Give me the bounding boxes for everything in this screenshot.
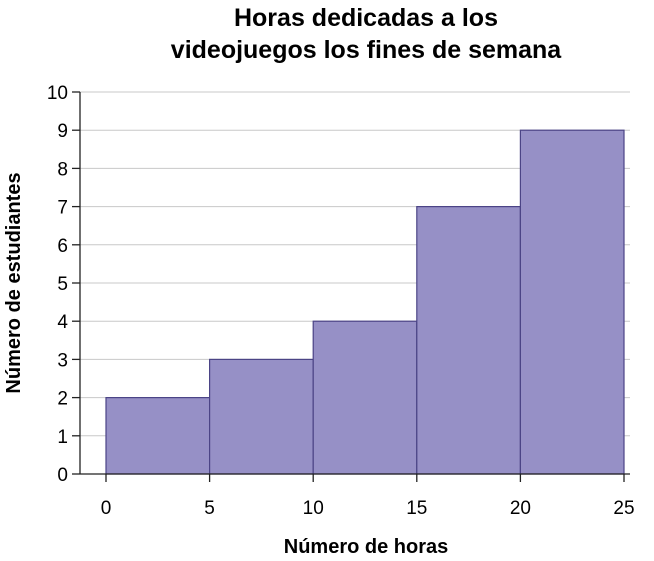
y-tick-label: 6: [57, 236, 68, 257]
histogram-bar: [209, 358, 314, 475]
x-axis-ticks: 0 5 10 15 20 25: [101, 474, 635, 519]
histogram-bars: [105, 129, 625, 475]
x-axis-title: Número de horas: [284, 536, 448, 558]
histogram-bar: [519, 129, 625, 475]
histogram-bar: [416, 206, 521, 475]
y-tick-label: 5: [57, 274, 68, 295]
y-tick-label: 9: [57, 121, 68, 142]
chart-title: Horas dedicadas a los videojuegos los fi…: [171, 4, 563, 64]
histogram-bar: [312, 320, 418, 475]
x-tick-label: 25: [613, 498, 634, 519]
x-tick-label: 20: [510, 498, 531, 519]
histogram-bar: [105, 397, 211, 475]
x-tick-label: 0: [101, 498, 112, 519]
chart-title-line-1: Horas dedicadas a los: [234, 4, 498, 32]
y-tick-label: 10: [47, 83, 68, 104]
y-tick-label: 3: [57, 350, 68, 371]
y-tick-label: 4: [57, 312, 68, 333]
x-tick-label: 15: [406, 498, 427, 519]
y-axis-title: Número de estudiantes: [3, 172, 25, 393]
y-tick-label: 0: [57, 465, 68, 486]
y-axis-ticks: 0 1 2 3 4 5 6 7 8 9 10: [47, 83, 80, 486]
y-tick-label: 8: [57, 159, 68, 180]
x-tick-label: 10: [303, 498, 324, 519]
y-tick-label: 7: [57, 198, 68, 219]
x-tick-label: 5: [204, 498, 215, 519]
chart-title-line-2: videojuegos los fines de semana: [171, 36, 563, 64]
y-tick-label: 1: [57, 427, 68, 448]
y-tick-label: 2: [57, 389, 68, 410]
